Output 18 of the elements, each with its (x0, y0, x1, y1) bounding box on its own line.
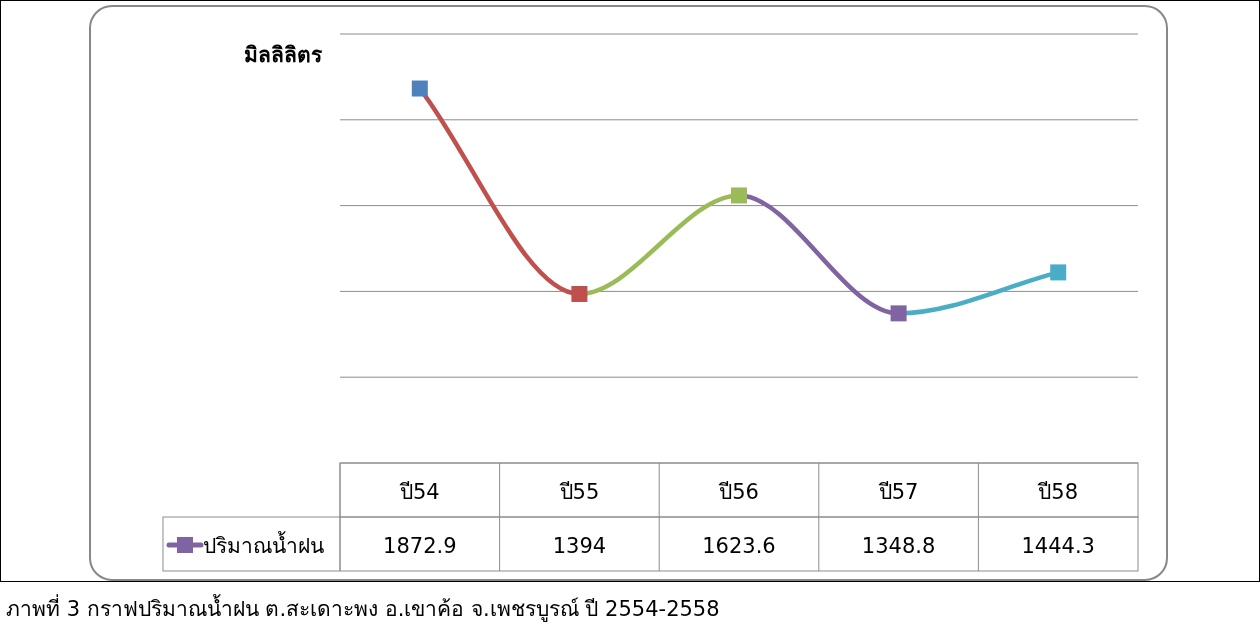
x-tick-label: ปี55 (558, 480, 600, 504)
data-label: 1444.3 (1021, 534, 1095, 558)
x-tick-label: ปี56 (718, 480, 759, 504)
point (890, 305, 907, 322)
x-tick-label: ปี57 (877, 480, 919, 504)
point (1050, 264, 1067, 281)
x-tick-label: ปี54 (398, 480, 440, 504)
y-axis-title: มิลลิลิตร (244, 43, 323, 67)
point (571, 285, 588, 302)
x-tick-label: ปี58 (1037, 480, 1079, 504)
data-label: 1872.9 (383, 534, 457, 558)
point (411, 80, 428, 97)
text: ภาพที่ 3 กราฟปริมาณน้ำฝน ต.สะเดาะพง อ.เขาค้อ จ.เพชรบูรณ์ ปี 2554-2558 (6, 594, 720, 622)
legend-label: ปริมาณน้ำฝน (203, 531, 324, 558)
data-label: 1394 (552, 534, 607, 558)
point (731, 187, 747, 204)
data-label: 1348.8 (861, 534, 936, 558)
data-label: 1623.6 (702, 534, 776, 558)
